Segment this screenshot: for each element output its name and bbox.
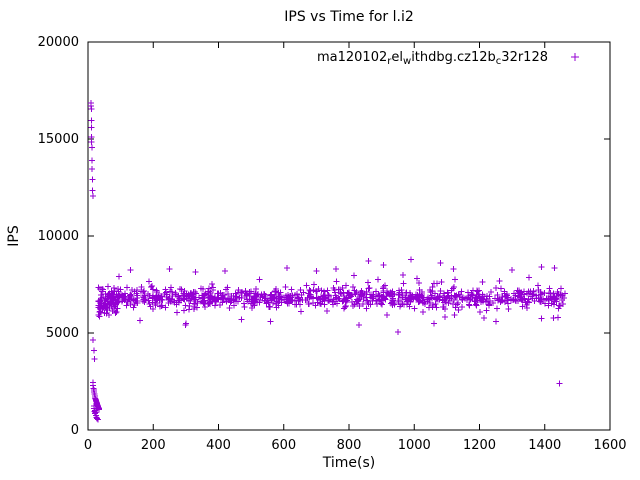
y-tick-label: 10000 <box>38 229 79 244</box>
y-tick-label: 5000 <box>46 326 79 341</box>
legend-plus-marker-icon <box>571 53 579 61</box>
y-tick-label: 0 <box>71 423 79 438</box>
x-tick-label: 1200 <box>463 438 496 453</box>
x-axis-label: Time(s) <box>322 455 375 471</box>
x-tick-label: 0 <box>84 438 92 453</box>
plot-border <box>87 41 611 431</box>
y-axis-label: IPS <box>6 225 22 247</box>
x-tick-label: 1000 <box>398 438 431 453</box>
chart-title: IPS vs Time for l.i2 <box>284 9 414 25</box>
x-tick-label: 200 <box>141 438 166 453</box>
y-tick-label: 15000 <box>38 132 79 147</box>
x-tick-label: 600 <box>271 438 296 453</box>
legend: ma120102relwithdbg.cz12bc32r128 <box>317 50 579 67</box>
y-tick-label: 20000 <box>38 35 79 50</box>
x-tick-label: 800 <box>337 438 362 453</box>
axis-ticks <box>87 41 611 431</box>
axis-tick-labels: 0 200 400 600 800 1000 1200 1400 1600 0 5000 10000 1… <box>38 35 627 453</box>
x-tick-label: 1600 <box>593 438 626 453</box>
x-tick-label: 400 <box>206 438 231 453</box>
x-tick-label: 1400 <box>528 438 561 453</box>
legend-series-label: ma120102relwithdbg.cz12bc32r128 <box>317 50 548 67</box>
data-points <box>88 100 568 423</box>
